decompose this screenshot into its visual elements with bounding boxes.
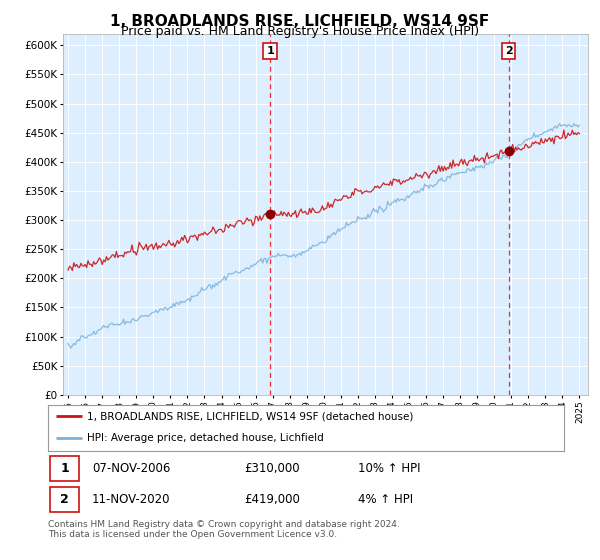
Text: 1, BROADLANDS RISE, LICHFIELD, WS14 9SF (detached house): 1, BROADLANDS RISE, LICHFIELD, WS14 9SF … — [86, 412, 413, 421]
Text: £310,000: £310,000 — [244, 462, 300, 475]
Text: 1: 1 — [266, 46, 274, 56]
Text: 4% ↑ HPI: 4% ↑ HPI — [358, 493, 413, 506]
Text: 2: 2 — [505, 46, 512, 56]
Text: 2: 2 — [60, 493, 69, 506]
FancyBboxPatch shape — [50, 456, 79, 481]
Text: Price paid vs. HM Land Registry's House Price Index (HPI): Price paid vs. HM Land Registry's House … — [121, 25, 479, 38]
Text: Contains HM Land Registry data © Crown copyright and database right 2024.
This d: Contains HM Land Registry data © Crown c… — [48, 520, 400, 539]
Text: 07-NOV-2006: 07-NOV-2006 — [92, 462, 170, 475]
Text: 1, BROADLANDS RISE, LICHFIELD, WS14 9SF: 1, BROADLANDS RISE, LICHFIELD, WS14 9SF — [110, 14, 490, 29]
Text: 10% ↑ HPI: 10% ↑ HPI — [358, 462, 420, 475]
Text: 11-NOV-2020: 11-NOV-2020 — [92, 493, 170, 506]
FancyBboxPatch shape — [50, 487, 79, 512]
Text: £419,000: £419,000 — [244, 493, 300, 506]
Text: HPI: Average price, detached house, Lichfield: HPI: Average price, detached house, Lich… — [86, 433, 323, 443]
Text: 1: 1 — [60, 462, 69, 475]
